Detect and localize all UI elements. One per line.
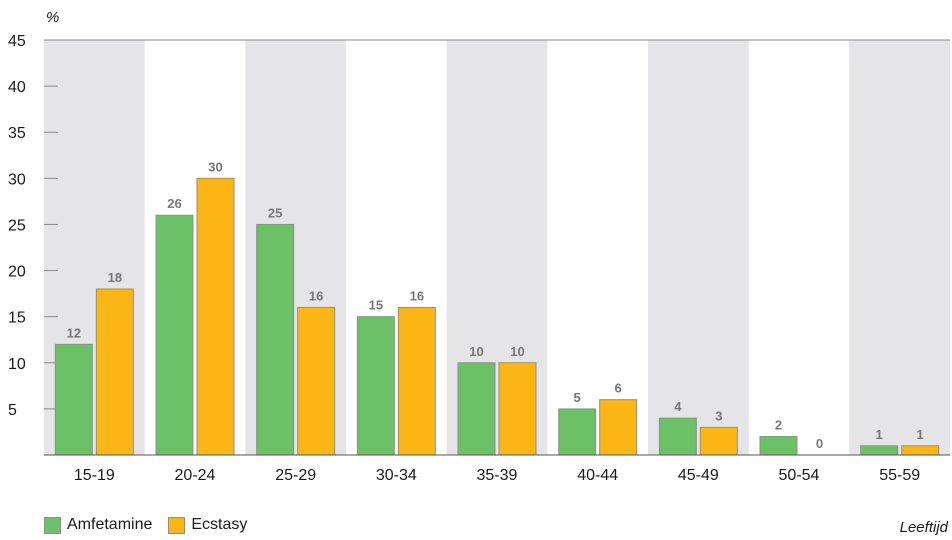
y-tick-label: 35	[8, 125, 26, 142]
data-label-amfetamine-25-29: 25	[268, 205, 282, 220]
y-tick-label: 5	[8, 402, 17, 419]
data-label-amfetamine-55-59: 1	[876, 427, 883, 442]
bar-amfetamine-25-29	[256, 223, 295, 456]
legend-swatch-amfetamine	[44, 516, 61, 534]
data-label-amfetamine-45-49: 4	[674, 399, 682, 414]
bar-amfetamine-45-49	[658, 417, 697, 456]
y-tick-label: 25	[8, 217, 26, 234]
bars	[54, 177, 940, 456]
y-tick-label: 40	[8, 79, 26, 96]
y-tick-label: 20	[8, 264, 26, 281]
x-tick-label: 35-39	[477, 467, 518, 484]
bar-amfetamine-30-34	[356, 316, 395, 456]
y-tick-label: 30	[8, 171, 26, 188]
data-label-amfetamine-35-39: 10	[469, 344, 483, 359]
bar-ecstasy-15-19	[95, 288, 134, 456]
x-tick-label: 20-24	[175, 467, 216, 484]
data-label-ecstasy-55-59: 1	[917, 427, 924, 442]
x-tick-label: 45-49	[678, 467, 719, 484]
data-label-amfetamine-40-44: 5	[574, 390, 581, 405]
bar-amfetamine-35-39	[457, 362, 496, 456]
y-tick-label: 45	[8, 33, 26, 50]
bar-amfetamine-55-59	[860, 445, 899, 456]
legend-label-ecstasy: Ecstasy	[191, 516, 248, 533]
bar-ecstasy-30-34	[397, 306, 436, 456]
bar-ecstasy-25-29	[297, 306, 336, 456]
legend-item-amfetamine: Amfetamine	[44, 516, 152, 534]
bar-ecstasy-45-49	[699, 426, 738, 456]
y-tick-label: 10	[8, 356, 26, 373]
data-label-ecstasy-15-19: 18	[108, 270, 122, 285]
x-tick-label: 40-44	[577, 467, 618, 484]
category-band-55-59	[849, 40, 950, 455]
data-label-ecstasy-20-24: 30	[208, 159, 222, 174]
legend-swatch-ecstasy	[168, 516, 186, 534]
bar-amfetamine-40-44	[558, 408, 597, 456]
legend-item-ecstasy: Ecstasy	[168, 516, 247, 534]
bar-amfetamine-15-19	[54, 343, 93, 456]
data-label-ecstasy-50-54: 0	[816, 436, 823, 451]
data-label-amfetamine-20-24: 26	[167, 196, 181, 211]
x-tick-label: 50-54	[779, 467, 820, 484]
data-label-amfetamine-30-34: 15	[369, 298, 383, 313]
data-label-ecstasy-35-39: 10	[510, 344, 524, 359]
bar-ecstasy-20-24	[196, 177, 235, 456]
data-label-ecstasy-40-44: 6	[615, 381, 622, 396]
bar-ecstasy-40-44	[599, 399, 638, 456]
data-label-ecstasy-25-29: 16	[309, 288, 323, 303]
y-tick-label: 15	[8, 310, 26, 327]
data-label-amfetamine-15-19: 12	[67, 325, 81, 340]
legend: Amfetamine Ecstasy	[44, 516, 263, 534]
x-tick-label: 15-19	[74, 467, 115, 484]
data-label-ecstasy-30-34: 16	[410, 288, 424, 303]
y-axis-unit: %	[46, 9, 59, 26]
bar-ecstasy-55-59	[901, 445, 940, 456]
bar-amfetamine-20-24	[155, 214, 194, 456]
x-tick-label: 30-34	[376, 467, 417, 484]
category-bands	[44, 40, 950, 455]
x-tick-label: 55-59	[879, 467, 920, 484]
x-axis-label: Leeftijd	[899, 519, 948, 536]
data-label-ecstasy-45-49: 3	[715, 408, 722, 423]
data-label-amfetamine-50-54: 2	[775, 418, 782, 433]
bar-amfetamine-50-54	[759, 436, 798, 456]
legend-label-amfetamine: Amfetamine	[67, 516, 153, 533]
category-band-45-49	[648, 40, 749, 455]
x-tick-label: 25-29	[275, 467, 316, 484]
bar-ecstasy-35-39	[498, 362, 537, 456]
